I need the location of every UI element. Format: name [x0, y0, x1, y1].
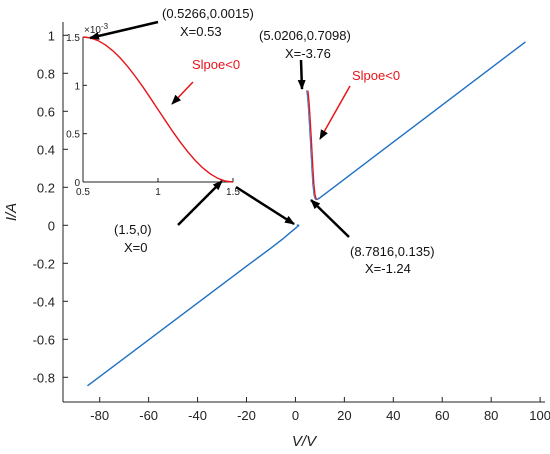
main-series-line [316, 41, 526, 201]
main-series [87, 41, 526, 387]
y-tick-label: 0.4 [37, 142, 55, 157]
x-tick-label: -20 [237, 408, 256, 423]
y-tick-label: 0.6 [37, 104, 55, 119]
annotation-peak-coord: (5.0206,0.7098) [259, 28, 351, 43]
inset-y-tick-label: 1.5 [66, 33, 80, 44]
x-tick-label: -40 [188, 408, 207, 423]
main-series-edge-line [306, 90, 316, 200]
main-series-line [87, 224, 300, 387]
arrow-annotation-peak [297, 59, 306, 90]
y-tick-label: 0 [48, 218, 55, 233]
main-series-line [307, 90, 318, 201]
inset-x-tick-label: 0.5 [76, 187, 90, 198]
inset-x-tick-label: 1.5 [226, 187, 240, 198]
y-tick-label: 0.2 [37, 180, 55, 195]
x-tick-label: 20 [337, 408, 351, 423]
annotation-peak-x: X=-3.76 [285, 46, 331, 61]
annotation-slope-inset: Slpoe<0 [192, 57, 240, 72]
y-tick-label: -0.6 [33, 332, 55, 347]
arrow-annotation-inset-bottom [177, 180, 223, 226]
annotation-zero-coord: (1.5,0) [114, 222, 152, 237]
y-tick-label: -0.8 [33, 370, 55, 385]
arrow-slope-main [319, 85, 351, 140]
x-axis-label: V/V [292, 433, 318, 450]
x-tick-label: -80 [90, 408, 109, 423]
x-tick-label: 60 [435, 408, 449, 423]
annotation-inset-peak-coord: (0.5266,0.0015) [162, 6, 254, 21]
annotation-valley-x: X=-1.24 [365, 261, 411, 276]
annotation-zero-x: X=0 [124, 240, 148, 255]
arrow-slope-inset [171, 81, 194, 105]
x-tick-label: 0 [292, 408, 299, 423]
annotation-valley-coord: (8.7816,0.135) [350, 244, 435, 259]
arrow-annotation-valley [310, 199, 350, 238]
x-tick-label: 100 [529, 408, 550, 423]
inset-y-tick-label: 1 [74, 81, 80, 92]
y-tick-label: 1 [48, 28, 55, 43]
arrow-annotation-zoom [235, 185, 295, 226]
annotation-inset-peak-x: X=0.53 [180, 24, 222, 39]
x-tick-label: 80 [484, 408, 498, 423]
x-tick-label: 40 [386, 408, 400, 423]
arrow-annotation-inset-top [89, 20, 159, 40]
y-axis-label: I/A [3, 203, 20, 221]
inset-y-exponent: ×10-3 [84, 22, 109, 36]
y-tick-label: -0.2 [33, 256, 55, 271]
inset-series-line [82, 36, 234, 183]
y-tick-label: -0.4 [33, 294, 55, 309]
annotation-slope-main: Slpoe<0 [352, 68, 400, 83]
y-tick-label: 0.8 [37, 66, 55, 81]
x-tick-label: -60 [139, 408, 158, 423]
inset-x-tick-label: 1 [155, 187, 161, 198]
inset-y-tick-label: 0 [74, 178, 80, 189]
inset-y-tick-label: 0.5 [66, 130, 80, 141]
main-ticks: -80 -60 -40 -20 0 20 40 60 80 100-0.8-0.6-0.4-0.2… [33, 28, 550, 423]
inset-series [82, 36, 234, 183]
